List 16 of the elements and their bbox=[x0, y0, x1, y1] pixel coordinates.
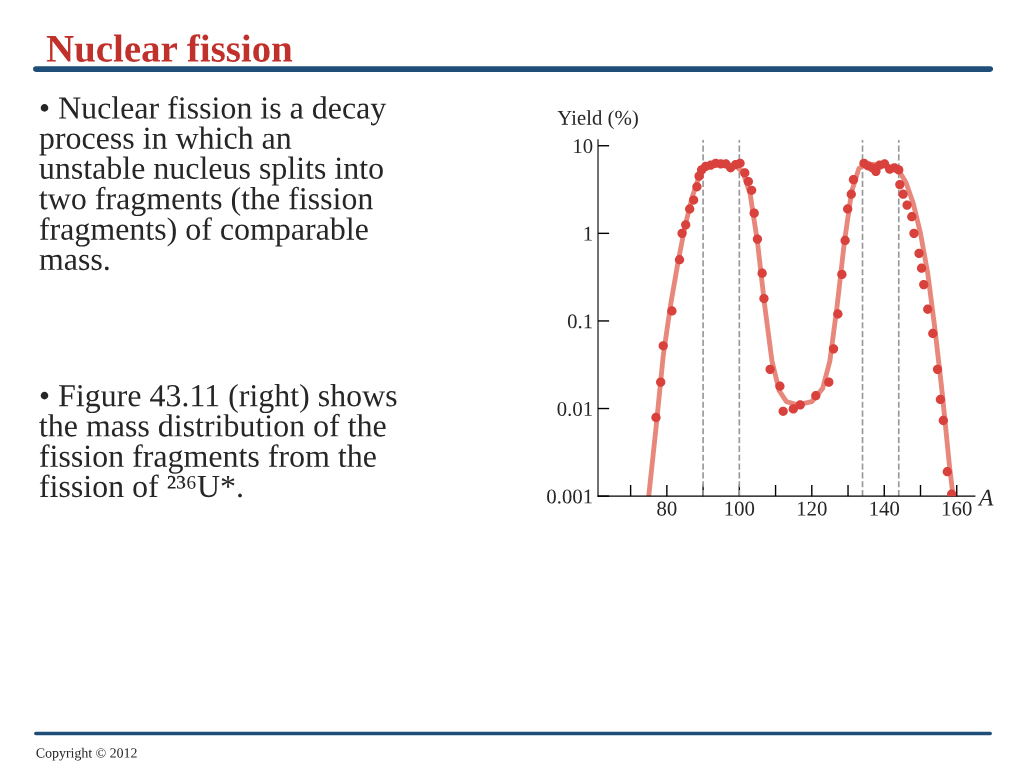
y-tick-label: 0.01 bbox=[557, 401, 592, 417]
y-tick-label: 0.1 bbox=[567, 314, 592, 329]
text: • Nuclear fission is a decay process in which an unstable nucleus splits into two fragments (the fission fragments) of comparable mass. bbox=[39, 96, 387, 271]
text: Nuclear fission bbox=[46, 34, 293, 63]
x-tick-label: 80 bbox=[657, 501, 677, 516]
x-tick-label: 160 bbox=[942, 501, 972, 516]
x-tick-label: 100 bbox=[725, 501, 755, 516]
x-axis-title: A bbox=[977, 489, 994, 506]
y-tick-label: 1 bbox=[584, 226, 592, 241]
x-tick-label: 140 bbox=[870, 501, 900, 516]
text: Copyright © 2012 bbox=[36, 747, 137, 761]
y-tick-label: 10 bbox=[574, 139, 593, 154]
y-axis-title: Yield (%) bbox=[557, 110, 638, 130]
x-tick-label: 120 bbox=[798, 501, 827, 516]
y-tick-label: 0.001 bbox=[547, 489, 592, 504]
text: • Figure 43.11 (right) shows the mass distribution of the fission fragments from the fission of ²³⁶U*. bbox=[39, 384, 397, 498]
